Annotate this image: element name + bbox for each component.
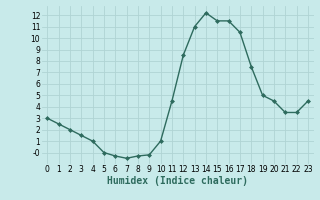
X-axis label: Humidex (Indice chaleur): Humidex (Indice chaleur) xyxy=(107,176,248,186)
